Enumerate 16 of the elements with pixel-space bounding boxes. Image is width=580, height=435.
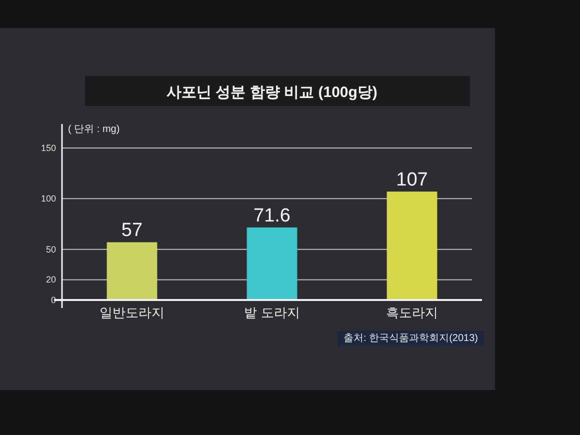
bar [246,227,298,300]
bar [386,192,438,300]
source-note: 출처: 한국식품과학회지(2013) [344,333,478,344]
y-tick-label: 100 [40,194,56,204]
x-tick-label: 일반도라지 [100,305,164,320]
data-label: 107 [396,170,428,191]
y-tick-label: 20 [46,274,56,285]
data-label: 71.6 [254,205,290,226]
y-tick-label: 50 [46,244,56,254]
data-label: 57 [121,220,143,242]
y-tick-label: 150 [40,143,56,153]
y-axis-title: ( 단위 : mg) [68,124,120,135]
chart-title: 사포닌 성분 함량 비교 (100g당) [166,84,378,101]
bar [106,242,158,300]
x-tick-label: 밭 도라지 [244,305,300,320]
x-tick-label: 흑도라지 [386,305,438,320]
